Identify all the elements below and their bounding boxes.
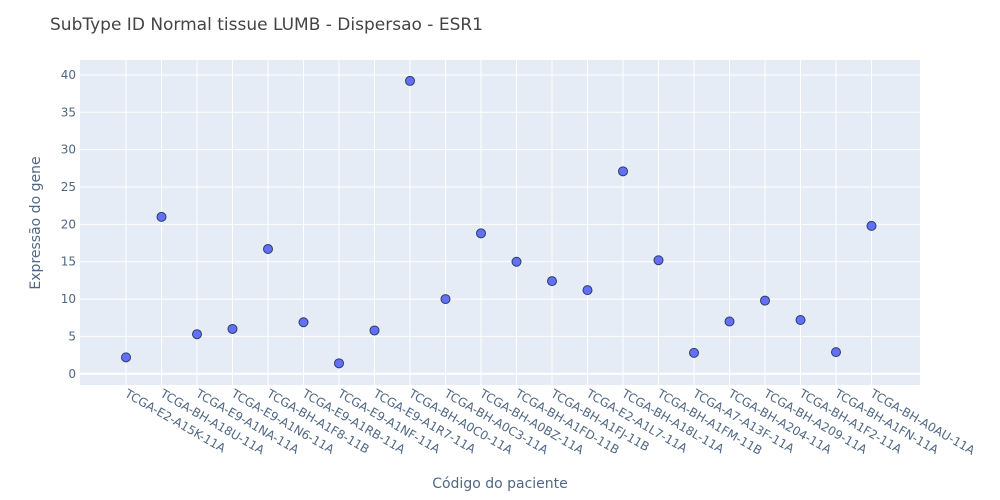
- y-tick-label: 30: [61, 143, 76, 157]
- data-point[interactable]: [440, 294, 451, 305]
- data-point[interactable]: [121, 352, 131, 363]
- data-point[interactable]: [866, 220, 877, 231]
- y-tick-label: 25: [61, 180, 76, 194]
- data-point[interactable]: [298, 317, 309, 328]
- x-axis-title: Código do paciente: [432, 476, 568, 492]
- gridlines: [80, 60, 920, 385]
- y-tick-label: 35: [61, 105, 76, 119]
- y-tick-label: 0: [68, 367, 76, 381]
- x-axis-ticks: TCGA-E2-A15K-11ATCGA-BH-A18U-11ATCGA-E9-…: [122, 386, 978, 458]
- data-point[interactable]: [156, 211, 167, 222]
- data-point[interactable]: [192, 329, 202, 340]
- data-point[interactable]: [476, 228, 486, 239]
- data-point[interactable]: [795, 315, 806, 325]
- data-point[interactable]: [227, 323, 238, 334]
- data-point[interactable]: [653, 255, 664, 266]
- data-point[interactable]: [369, 325, 380, 336]
- data-point[interactable]: [405, 75, 415, 86]
- y-tick-label: 40: [61, 68, 76, 82]
- data-point[interactable]: [618, 166, 628, 177]
- y-tick-label: 10: [61, 292, 76, 306]
- data-point[interactable]: [511, 256, 522, 267]
- data-point[interactable]: [760, 295, 770, 306]
- y-tick-label: 15: [61, 255, 76, 269]
- y-tick-label: 20: [61, 217, 76, 231]
- data-point[interactable]: [547, 276, 557, 287]
- plot-area: [80, 60, 920, 385]
- y-axis-title: Expressão do gene: [28, 156, 44, 289]
- data-point[interactable]: [582, 285, 593, 296]
- data-points: [121, 75, 877, 369]
- data-point[interactable]: [724, 316, 735, 327]
- data-point[interactable]: [689, 347, 699, 358]
- y-tick-label: 5: [68, 329, 76, 343]
- data-point[interactable]: [263, 244, 273, 255]
- data-point[interactable]: [831, 347, 841, 358]
- chart-title: SubType ID Normal tissue LUMB - Dispersa…: [50, 15, 483, 35]
- data-point[interactable]: [334, 358, 344, 369]
- y-axis-ticks: 0 5 10 15 20 25 30 35 40: [61, 68, 76, 381]
